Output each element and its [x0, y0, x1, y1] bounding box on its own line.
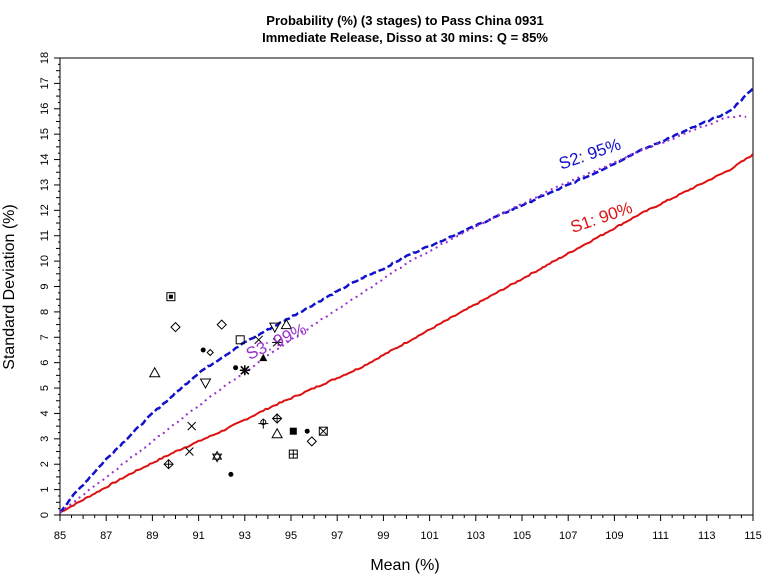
y-tick-label: 11: [39, 230, 51, 241]
data-point: [272, 338, 283, 347]
x-tick-label: 85: [54, 530, 66, 542]
data-point: [258, 418, 269, 429]
data-point: [259, 353, 268, 362]
data-point: [206, 348, 214, 357]
y-axis-label: Standard Deviation (%): [1, 204, 18, 369]
x-tick-label: 95: [285, 530, 297, 542]
data-point: [288, 449, 298, 459]
data-point: [271, 413, 283, 424]
x-axis-label: Mean (%): [370, 557, 439, 574]
x-tick-label: 99: [377, 530, 389, 542]
y-tick-label: 8: [39, 309, 51, 315]
data-point: [163, 458, 174, 470]
x-axis: 85 87 89 91 93 95 97 99 101 103 105 107 109 111 113 115: [54, 515, 762, 542]
y-tick-label: 13: [39, 179, 51, 191]
data-point: [216, 319, 227, 330]
x-tick-label: 113: [698, 530, 716, 542]
chart-title: Probability (%) (3 stages) to Pass China…: [266, 13, 543, 28]
y-tick-label: 5: [39, 385, 51, 391]
data-point: [166, 292, 176, 302]
data-point: [235, 335, 245, 345]
y-tick-label: 6: [39, 360, 51, 366]
x-tick-label: 89: [146, 530, 158, 542]
data-point: [254, 335, 264, 345]
x-tick-label: 101: [420, 530, 438, 542]
series-line: [60, 153, 753, 514]
data-point: [304, 428, 310, 434]
y-tick-label: 0: [39, 512, 51, 518]
y-tick-label: 18: [39, 52, 51, 64]
y-tick-label: 2: [39, 461, 51, 467]
data-point: [289, 427, 297, 435]
data-point: [306, 436, 318, 447]
x-tick-label: 107: [559, 530, 577, 542]
series-layer: [60, 87, 753, 514]
x-tick-label: 103: [467, 530, 485, 542]
x-tick-label: 105: [513, 530, 531, 542]
data-point: [318, 426, 328, 436]
data-point: [200, 347, 206, 353]
data-point: [211, 450, 223, 463]
data-point: [228, 471, 234, 477]
x-tick-label: 111: [652, 530, 669, 542]
series-line: [60, 87, 753, 514]
data-point: [199, 378, 212, 390]
y-tick-label: 15: [39, 128, 51, 140]
x-tick-label: 93: [239, 530, 251, 542]
chart-subtitle: Immediate Release, Disso at 30 mins: Q =…: [262, 30, 548, 45]
y-tick-label: 4: [39, 410, 51, 416]
data-point: [280, 318, 293, 330]
y-tick-label: 17: [39, 77, 51, 89]
data-point: [233, 365, 239, 371]
x-tick-label: 97: [331, 530, 343, 542]
y-tick-label: 1: [39, 487, 51, 493]
data-point: [187, 421, 197, 431]
y-tick-label: 16: [39, 103, 51, 115]
y-tick-label: 10: [39, 255, 51, 267]
y-tick-label: 7: [39, 334, 51, 340]
x-tick-label: 115: [744, 530, 762, 542]
data-point: [239, 365, 250, 376]
y-tick-label: 9: [39, 283, 51, 289]
y-tick-label: 12: [39, 204, 51, 216]
points-layer: [148, 292, 328, 477]
y-tick-label: 3: [39, 436, 51, 442]
data-point: [170, 321, 181, 333]
x-tick-label: 87: [100, 530, 112, 542]
data-point: [271, 427, 283, 439]
data-point: [148, 366, 161, 378]
data-point: [268, 322, 281, 334]
data-point: [185, 447, 194, 456]
x-tick-label: 91: [192, 530, 204, 542]
x-tick-label: 109: [605, 530, 623, 542]
y-tick-label: 14: [39, 153, 51, 165]
